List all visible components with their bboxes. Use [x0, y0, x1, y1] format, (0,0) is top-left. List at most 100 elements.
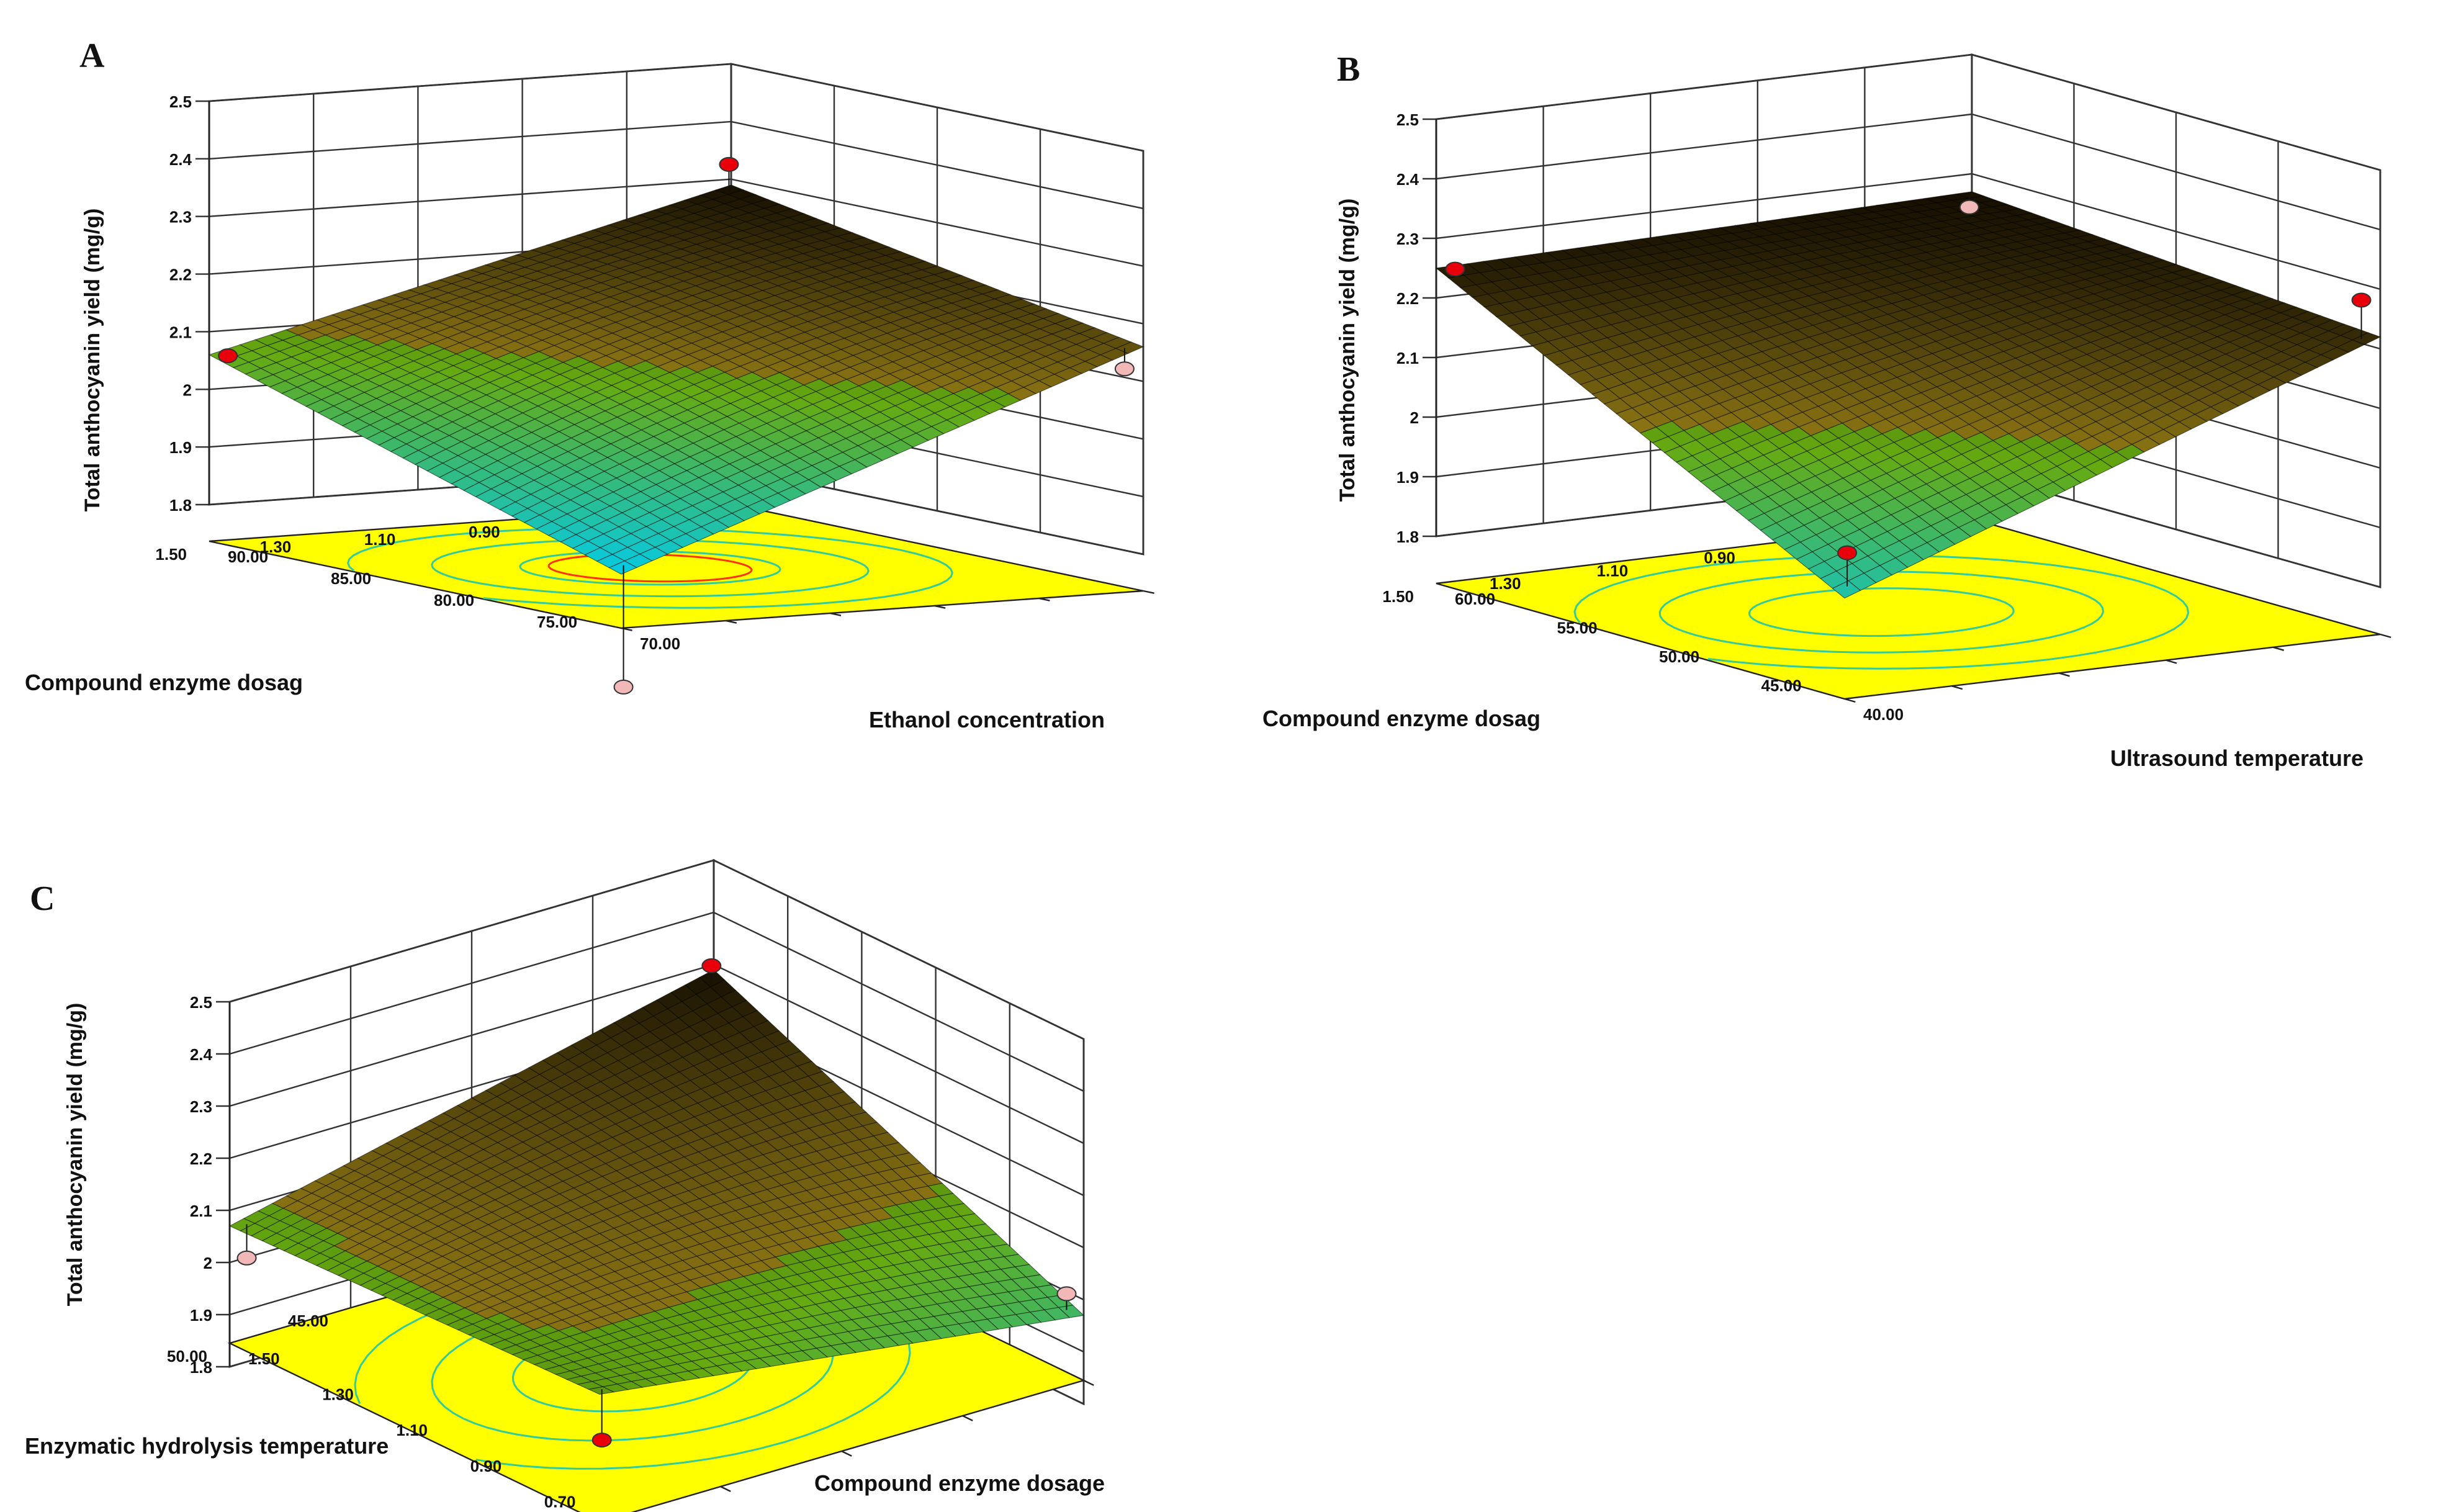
response-surface [208, 184, 1145, 575]
z-tick-label: 2.1 [1396, 349, 1419, 367]
panel-letter: B [1337, 50, 1360, 89]
right-axis-tick-label: 45.00 [1761, 677, 1802, 695]
left-axis-title: Compound enzyme dosag [1262, 706, 1540, 731]
left-axis-tick [720, 1485, 731, 1492]
left-axis-tick-label: 1.10 [1597, 561, 1629, 580]
z-tick-label: 2.4 [169, 150, 192, 169]
z-gridline [209, 120, 1144, 210]
left-axis-tick [725, 619, 737, 624]
floor-contour-optimum [547, 553, 753, 583]
response-surface [1435, 191, 2381, 599]
left-axis-tick [2380, 633, 2391, 639]
z-axis-title: Total anthocyanin yield (mg/g) [81, 209, 104, 512]
left-axis-tick-label: 1.50 [155, 545, 187, 564]
panel-letter: A [79, 37, 105, 75]
z-axis-title: Total anthocyanin yield (mg/g) [63, 1003, 87, 1307]
red-ellipse-marker [591, 1433, 612, 1448]
left-axis-tick [1951, 685, 1963, 690]
right-axis-title: Compound enzyme dosage [814, 1470, 1105, 1496]
z-tick-label: 2.2 [1396, 289, 1419, 308]
z-tick-label: 2.5 [169, 92, 192, 111]
response-surface [228, 969, 1085, 1395]
right-axis-tick-label: 90.00 [228, 547, 268, 566]
floor-contour [347, 527, 953, 609]
floor-contour [1573, 554, 2190, 670]
left-axis-tick [1083, 1379, 1094, 1386]
left-axis-tick [1038, 597, 1050, 601]
z-tick-label: 2.1 [190, 1202, 212, 1220]
z-tick-label: 1.9 [1396, 468, 1419, 487]
left-axis-tick [2058, 672, 2070, 677]
right-axis-tick-label: 1.30 [322, 1385, 354, 1404]
red-ellipse-marker [2351, 292, 2372, 308]
pink-ellipse-marker [1056, 1286, 1077, 1302]
z-tick-label: 2 [1410, 408, 1419, 427]
floor-contour [1748, 587, 2015, 637]
z-tick-label: 2.4 [1396, 170, 1419, 189]
left-axis-tick [830, 612, 842, 616]
left-axis-title: Enzymatic hydrolysis temperature [25, 1433, 389, 1459]
right-axis-tick-label: 75.00 [537, 613, 577, 631]
right-axis-tick-label: 0.70 [544, 1492, 576, 1511]
left-axis-tick [1844, 698, 1856, 703]
pink-ellipse-marker [613, 679, 634, 695]
panel-letter: C [30, 880, 55, 918]
z-tick-label: 2.3 [1396, 230, 1419, 248]
left-axis-tick [934, 605, 946, 609]
right-axis-tick-label: 40.00 [1863, 705, 1904, 724]
panel-a: 1.81.922.12.22.32.42.50.500.700.901.101.… [25, 37, 1154, 732]
red-ellipse-marker [218, 348, 238, 364]
red-ellipse-marker [1445, 261, 1465, 277]
z-tick-label: 2 [183, 380, 192, 399]
surface-cell [1832, 580, 1861, 599]
right-axis-tick-label: 1.10 [396, 1421, 428, 1439]
right-axis-title: Ethanol concentration [869, 707, 1105, 732]
red-ellipse-marker [1837, 545, 1858, 560]
left-axis-tick-label: 0.90 [1704, 549, 1735, 567]
right-axis-tick-label: 55.00 [1557, 619, 1598, 637]
z-tick-label: 2.1 [169, 323, 192, 341]
right-axis-tick-label: 60.00 [1455, 590, 1495, 608]
floor-contour [519, 550, 781, 586]
right-axis-tick-label: 70.00 [640, 634, 680, 653]
z-tick-label: 2 [204, 1254, 212, 1272]
left-axis-tick-label: 0.90 [469, 523, 500, 541]
z-tick-label: 1.9 [169, 438, 192, 457]
z-tick-label: 2.2 [190, 1150, 212, 1168]
z-tick-label: 2.5 [190, 993, 212, 1012]
left-axis-tick-label: 1.30 [260, 538, 292, 556]
left-axis-tick [2273, 646, 2285, 651]
pink-ellipse-marker [236, 1250, 257, 1266]
pink-ellipse-marker [1959, 199, 1979, 215]
left-axis-tick [841, 1450, 852, 1457]
panel-b: 1.81.922.12.22.32.42.50.500.700.901.101.… [1262, 50, 2391, 771]
z-tick-label: 2.3 [190, 1097, 212, 1116]
left-axis-tick [962, 1415, 973, 1421]
panel-c: 1.81.922.12.22.32.42.530.0035.0040.0045.… [25, 858, 1105, 1512]
z-tick-label: 2.2 [169, 266, 192, 284]
z-tick-label: 1.9 [190, 1306, 212, 1325]
left-axis-tick-label: 45.00 [288, 1312, 328, 1330]
red-ellipse-marker [719, 156, 739, 172]
right-axis-tick-label: 0.90 [470, 1457, 502, 1475]
z-tick-label: 1.8 [190, 1358, 212, 1377]
left-axis-tick-label: 1.30 [1490, 574, 1521, 593]
z-tick-label: 1.8 [169, 496, 192, 515]
left-axis-tick [2165, 659, 2177, 664]
left-axis-tick-label: 50.00 [167, 1347, 207, 1366]
left-axis-tick-label: 1.10 [364, 530, 396, 549]
z-axis-title: Total anthocyanin yield (mg/g) [1336, 199, 1359, 502]
z-tick-label: 2.5 [1396, 110, 1419, 129]
z-gridline [209, 63, 1144, 152]
left-axis-tick-label: 1.50 [1382, 587, 1414, 606]
z-tick-label: 2.4 [190, 1045, 213, 1064]
left-axis-title: Compound enzyme dosag [25, 670, 303, 695]
right-axis-tick-label: 80.00 [434, 591, 474, 610]
right-axis-tick-label: 1.50 [248, 1349, 280, 1368]
right-axis-title: Ultrasound temperature [2110, 745, 2363, 771]
pink-ellipse-marker [1114, 361, 1135, 377]
right-axis-tick-label: 85.00 [331, 569, 371, 588]
right-axis-tick-label: 50.00 [1659, 647, 1699, 666]
floor-contour [1658, 570, 2105, 654]
